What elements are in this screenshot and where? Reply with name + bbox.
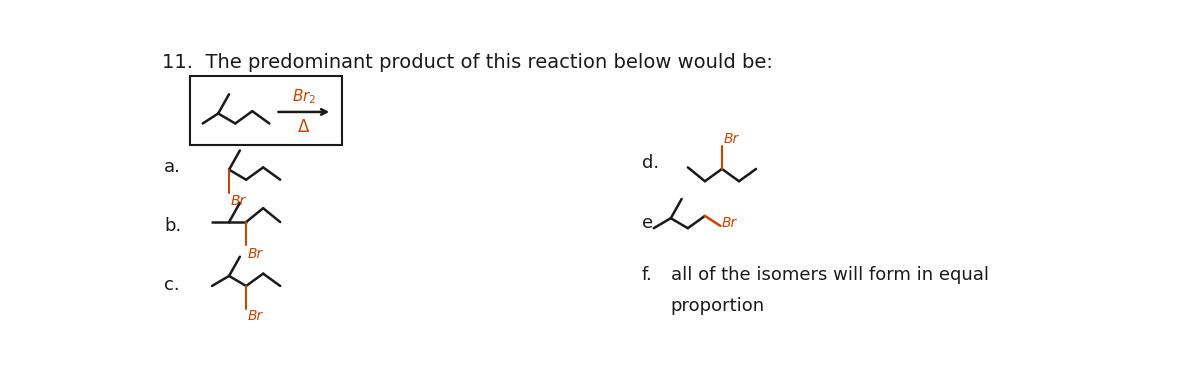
Text: all of the isomers will form in equal: all of the isomers will form in equal xyxy=(671,266,989,284)
Text: Br: Br xyxy=(230,194,246,208)
Text: 11.  The predominant product of this reaction below would be:: 11. The predominant product of this reac… xyxy=(162,53,773,72)
Text: Br$_2$: Br$_2$ xyxy=(292,87,316,106)
Text: a.: a. xyxy=(164,158,181,176)
Text: $\Delta$: $\Delta$ xyxy=(298,118,311,136)
Text: Br: Br xyxy=(724,132,739,146)
Bar xyxy=(191,76,342,145)
Text: proportion: proportion xyxy=(671,297,764,315)
Text: f.: f. xyxy=(642,266,653,284)
Text: Br: Br xyxy=(722,216,737,230)
Text: Br: Br xyxy=(247,247,263,261)
Text: d.: d. xyxy=(642,154,659,172)
Text: c.: c. xyxy=(164,276,180,294)
Text: e.: e. xyxy=(642,215,659,232)
Text: b.: b. xyxy=(164,218,181,235)
Text: Br: Br xyxy=(247,309,263,323)
